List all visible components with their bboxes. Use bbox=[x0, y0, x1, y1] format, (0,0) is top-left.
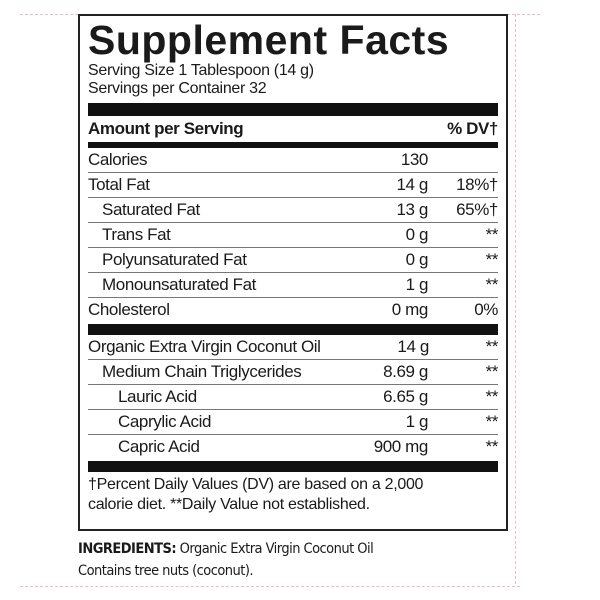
divider-medium bbox=[88, 142, 498, 148]
divider-thick bbox=[88, 324, 498, 335]
servings-per-container: Servings per Container 32 bbox=[88, 80, 267, 97]
allergen-statement: Contains tree nuts (coconut). bbox=[78, 563, 254, 579]
ingredient-row: Organic Extra Virgin Coconut Oil 14 g ** bbox=[88, 335, 498, 360]
ingredient-row: Capric Acid 900 mg ** bbox=[118, 437, 498, 456]
dv-label: % DV† bbox=[447, 119, 498, 138]
ingredient-row: Caprylic Acid 1 g ** bbox=[88, 410, 498, 435]
nutrient-row: Total Fat 14 g 18%† bbox=[88, 173, 498, 198]
nutrient-row: Saturated Fat 13 g 65%† bbox=[88, 198, 498, 223]
ingredients-text: Organic Extra Virgin Coconut Oil bbox=[176, 541, 374, 557]
panel-title: Supplement Facts bbox=[88, 17, 450, 63]
nutrient-row: Calories 130 bbox=[88, 148, 498, 173]
serving-size: Serving Size 1 Tablespoon (14 g) bbox=[88, 62, 314, 79]
nutrient-row: Trans Fat 0 g ** bbox=[88, 223, 498, 248]
ingredient-row: Medium Chain Triglycerides 8.69 g ** bbox=[88, 360, 498, 385]
cut-guide-right bbox=[515, 14, 516, 584]
footnote: †Percent Daily Values (DV) are based on … bbox=[88, 475, 498, 515]
nutrient-row: Polyunsaturated Fat 0 g ** bbox=[88, 248, 498, 273]
divider-thick bbox=[88, 461, 498, 472]
supplement-facts-panel: Supplement Facts Serving Size 1 Tablespo… bbox=[78, 14, 508, 531]
footnote-line: †Percent Daily Values (DV) are based on … bbox=[88, 476, 424, 493]
column-header: Amount per Serving % DV† bbox=[88, 116, 498, 142]
footnote-line: calorie diet. **Daily Value not establis… bbox=[88, 496, 370, 513]
ingredients-statement: INGREDIENTS: Organic Extra Virgin Coconu… bbox=[78, 538, 465, 582]
divider-thick bbox=[88, 103, 498, 116]
amount-per-serving-label: Amount per Serving bbox=[88, 119, 244, 138]
ingredient-row: Lauric Acid 6.65 g ** bbox=[88, 385, 498, 410]
nutrient-row: Cholesterol 0 mg 0% bbox=[88, 300, 498, 319]
cut-guide-bottom bbox=[20, 586, 520, 587]
ingredients-label: INGREDIENTS: bbox=[78, 541, 177, 557]
nutrient-row: Monounsaturated Fat 1 g ** bbox=[88, 273, 498, 298]
